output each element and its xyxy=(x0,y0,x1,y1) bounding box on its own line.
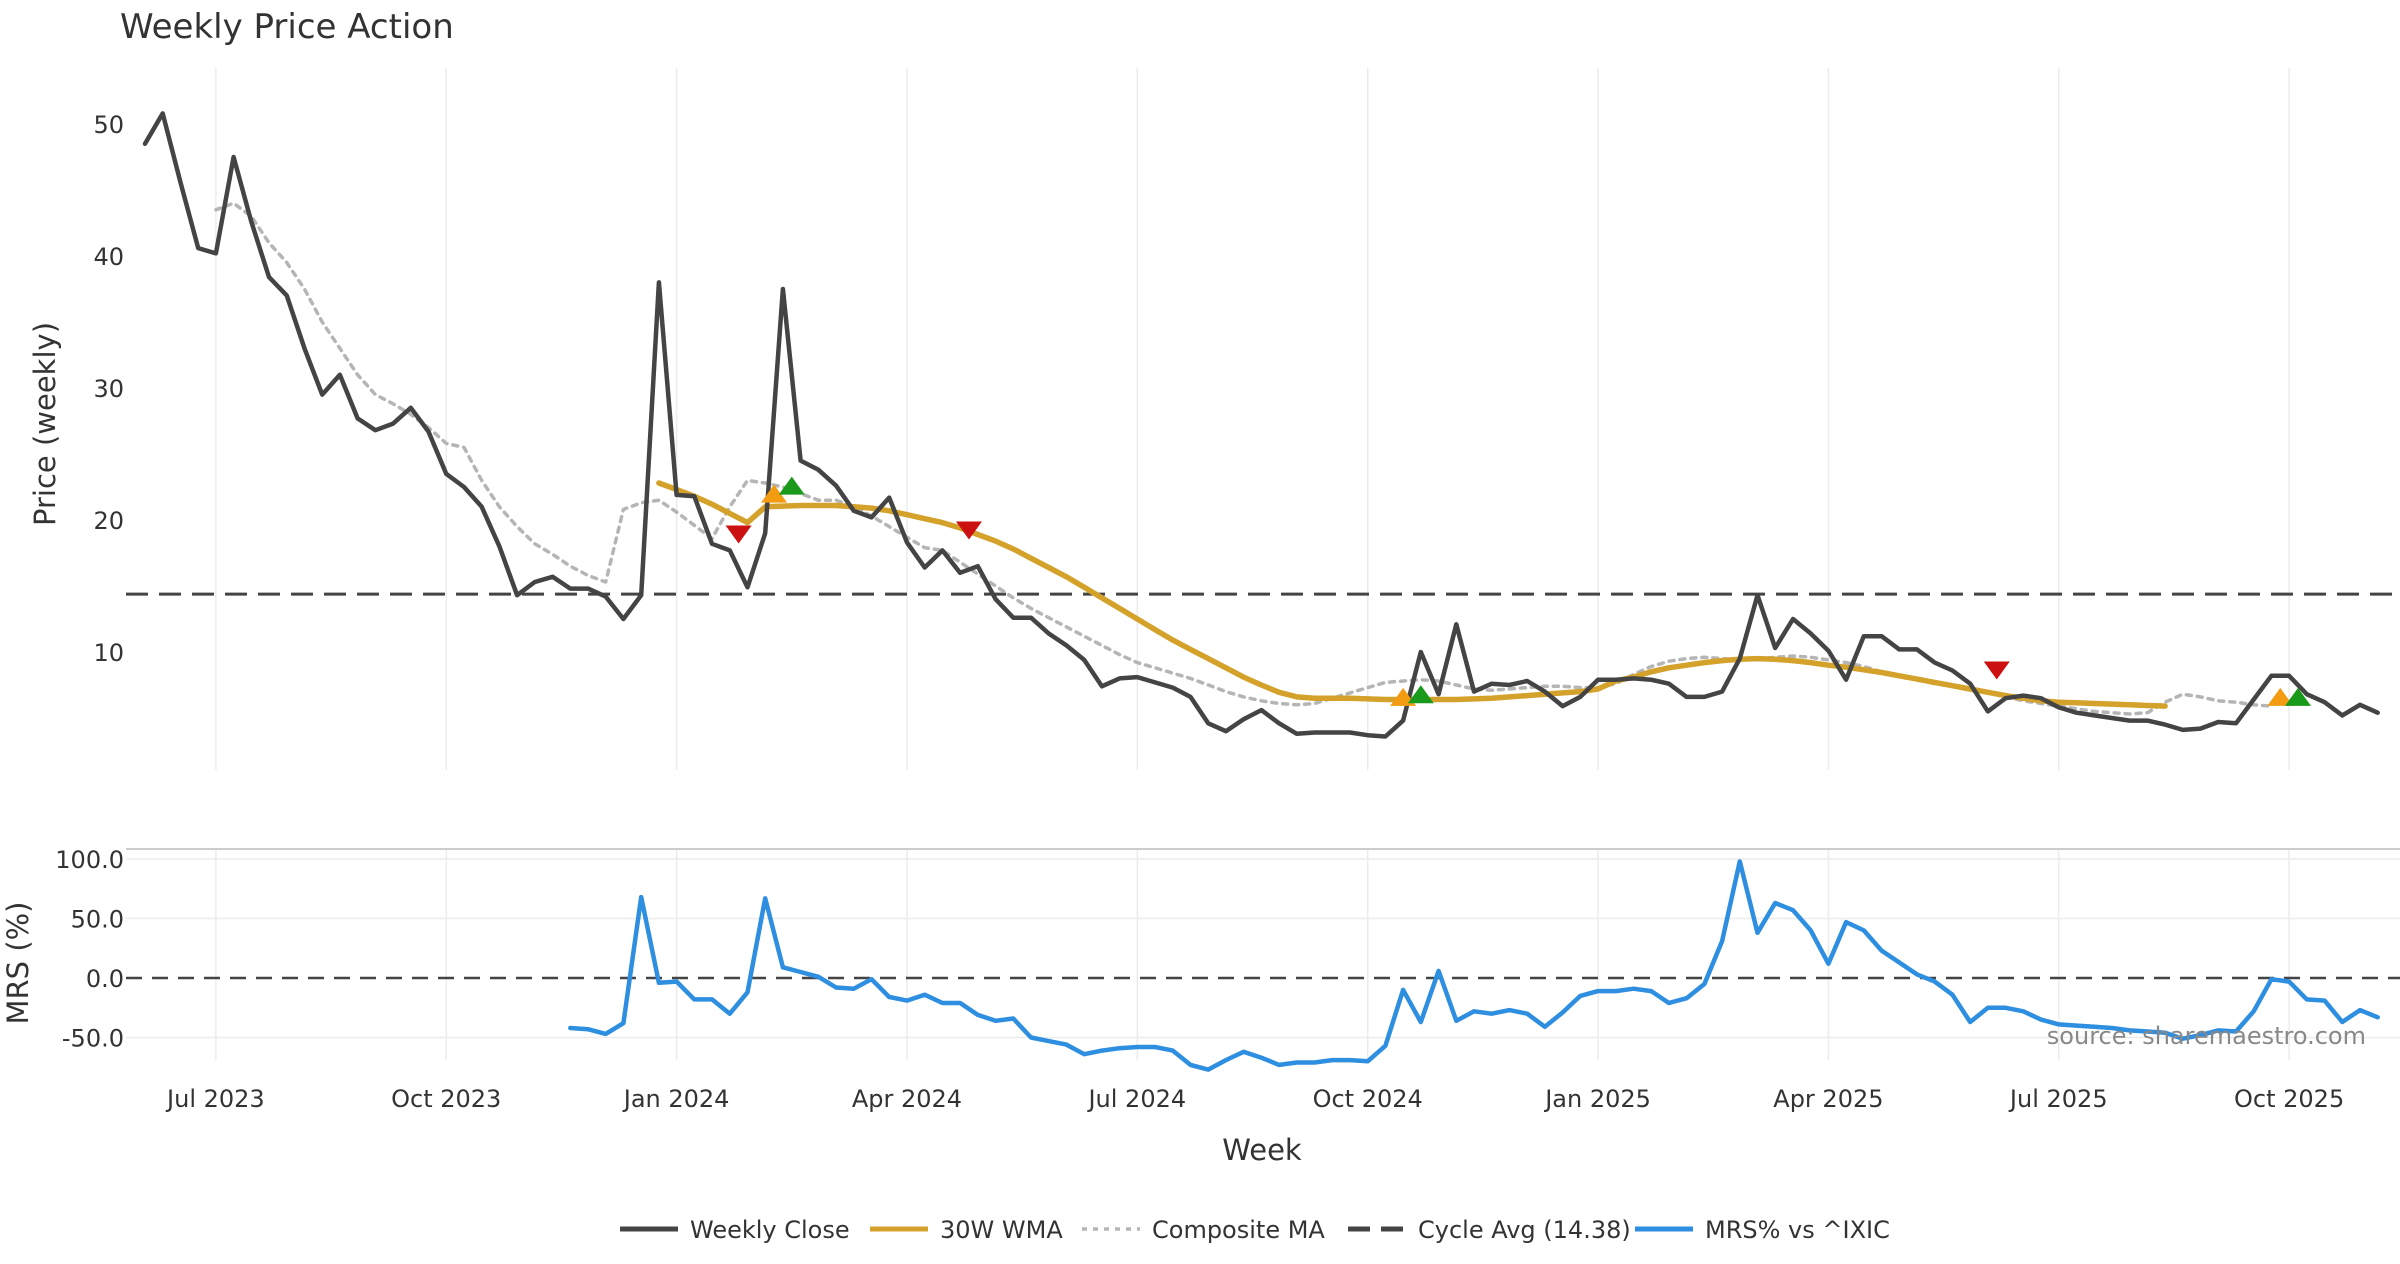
buy-signal-marker-8 xyxy=(2284,687,2311,706)
weekly-close-line xyxy=(142,111,2380,739)
mrs-y-tick-label: 100.0 xyxy=(55,846,124,874)
mrs-y-tick-label: -50.0 xyxy=(62,1025,124,1053)
legend-label-4: MRS% vs ^IXIC xyxy=(1705,1216,1890,1244)
price-y-tick-labels: 10 20 30 40 50 xyxy=(93,111,124,667)
x-tick-label: Apr 2024 xyxy=(852,1085,962,1113)
buy-signal-marker-2 xyxy=(778,476,805,495)
x-axis-title: Week xyxy=(1222,1133,1302,1167)
x-tick-label: Jul 2024 xyxy=(1086,1085,1186,1113)
price-y-tick-label: 30 xyxy=(93,375,124,403)
x-tick-labels: Jul 2023 Oct 2023 Jan 2024 Apr 2024 Jul 2024… xyxy=(165,1085,2344,1113)
price-y-tick-label: 20 xyxy=(93,507,124,535)
sell-signal-marker-0 xyxy=(725,525,752,544)
price-y-tick-label: 40 xyxy=(93,243,124,271)
mrs-y-tick-labels: 100.0 50.0 0.0 -50.0 xyxy=(55,846,124,1053)
x-tick-label: Apr 2025 xyxy=(1773,1085,1883,1113)
legend-label-3: Cycle Avg (14.38) xyxy=(1418,1216,1631,1244)
x-tick-label: Jan 2024 xyxy=(622,1085,730,1113)
mrs-panel-gridlines xyxy=(126,850,2400,1060)
price-series xyxy=(142,111,2380,739)
composite-ma-line xyxy=(214,201,2274,716)
x-tick-label: Jul 2025 xyxy=(2008,1085,2108,1113)
chart-legend: Weekly Close 30W WMA Composite MA Cycle Avg… xyxy=(620,1216,1890,1244)
price-y-tick-label: 50 xyxy=(93,111,124,139)
chart-title: Weekly Price Action xyxy=(120,7,454,47)
legend-label-1: 30W WMA xyxy=(940,1216,1063,1244)
mrs-axis-title: MRS (%) xyxy=(1,902,35,1025)
legend-label-2: Composite MA xyxy=(1152,1216,1325,1244)
mrs-y-tick-label: 50.0 xyxy=(71,906,124,934)
price-y-tick-label: 10 xyxy=(93,639,124,667)
price-axis-title: Price (weekly) xyxy=(28,322,62,526)
x-tick-label: Jan 2025 xyxy=(1543,1085,1651,1113)
x-tick-label: Jul 2023 xyxy=(165,1085,265,1113)
mrs-series xyxy=(568,859,2380,1072)
x-tick-label: Oct 2024 xyxy=(1313,1085,1423,1113)
mrs-line xyxy=(568,859,2380,1072)
source-watermark: source: sharemaestro.com xyxy=(2047,1022,2366,1050)
legend-label-0: Weekly Close xyxy=(690,1216,850,1244)
price-panel-gridlines xyxy=(215,68,2290,770)
buy-signal-marker-7 xyxy=(2267,687,2294,706)
sell-signal-marker-3 xyxy=(955,521,982,540)
x-tick-label: Oct 2025 xyxy=(2234,1085,2344,1113)
buy-signal-marker-1 xyxy=(761,484,788,503)
buy-signal-marker-5 xyxy=(1407,685,1434,704)
30w-wma-line xyxy=(656,480,2168,709)
signal-markers xyxy=(725,476,2311,706)
mrs-y-tick-label: 0.0 xyxy=(86,965,124,993)
x-tick-label: Oct 2023 xyxy=(391,1085,501,1113)
sell-signal-marker-6 xyxy=(1983,661,2010,680)
